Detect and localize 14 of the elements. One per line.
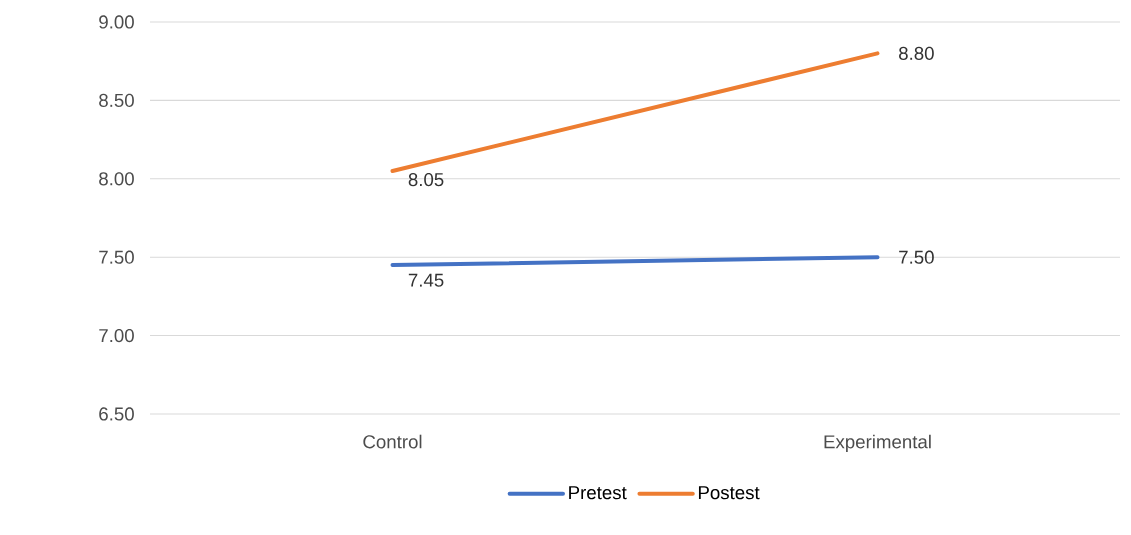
data-label: 8.80 (899, 46, 934, 60)
y-tick-label: 9.00 (99, 15, 134, 29)
data-label: 7.50 (899, 250, 934, 264)
y-tick-label: 6.50 (99, 407, 134, 421)
y-tick-label: 8.50 (99, 93, 134, 108)
y-tick-label: 7.00 (99, 328, 134, 343)
legend-label: Postest (698, 486, 760, 500)
data-label: 7.45 (408, 273, 444, 287)
data-label: 8.05 (408, 172, 444, 187)
y-tick-label: 7.50 (99, 250, 134, 264)
legend-label: Pretest (569, 486, 627, 500)
x-tick-label: Control (363, 434, 422, 449)
y-tick-label: 8.00 (99, 172, 134, 186)
x-tick-label: Experimental (824, 434, 931, 453)
